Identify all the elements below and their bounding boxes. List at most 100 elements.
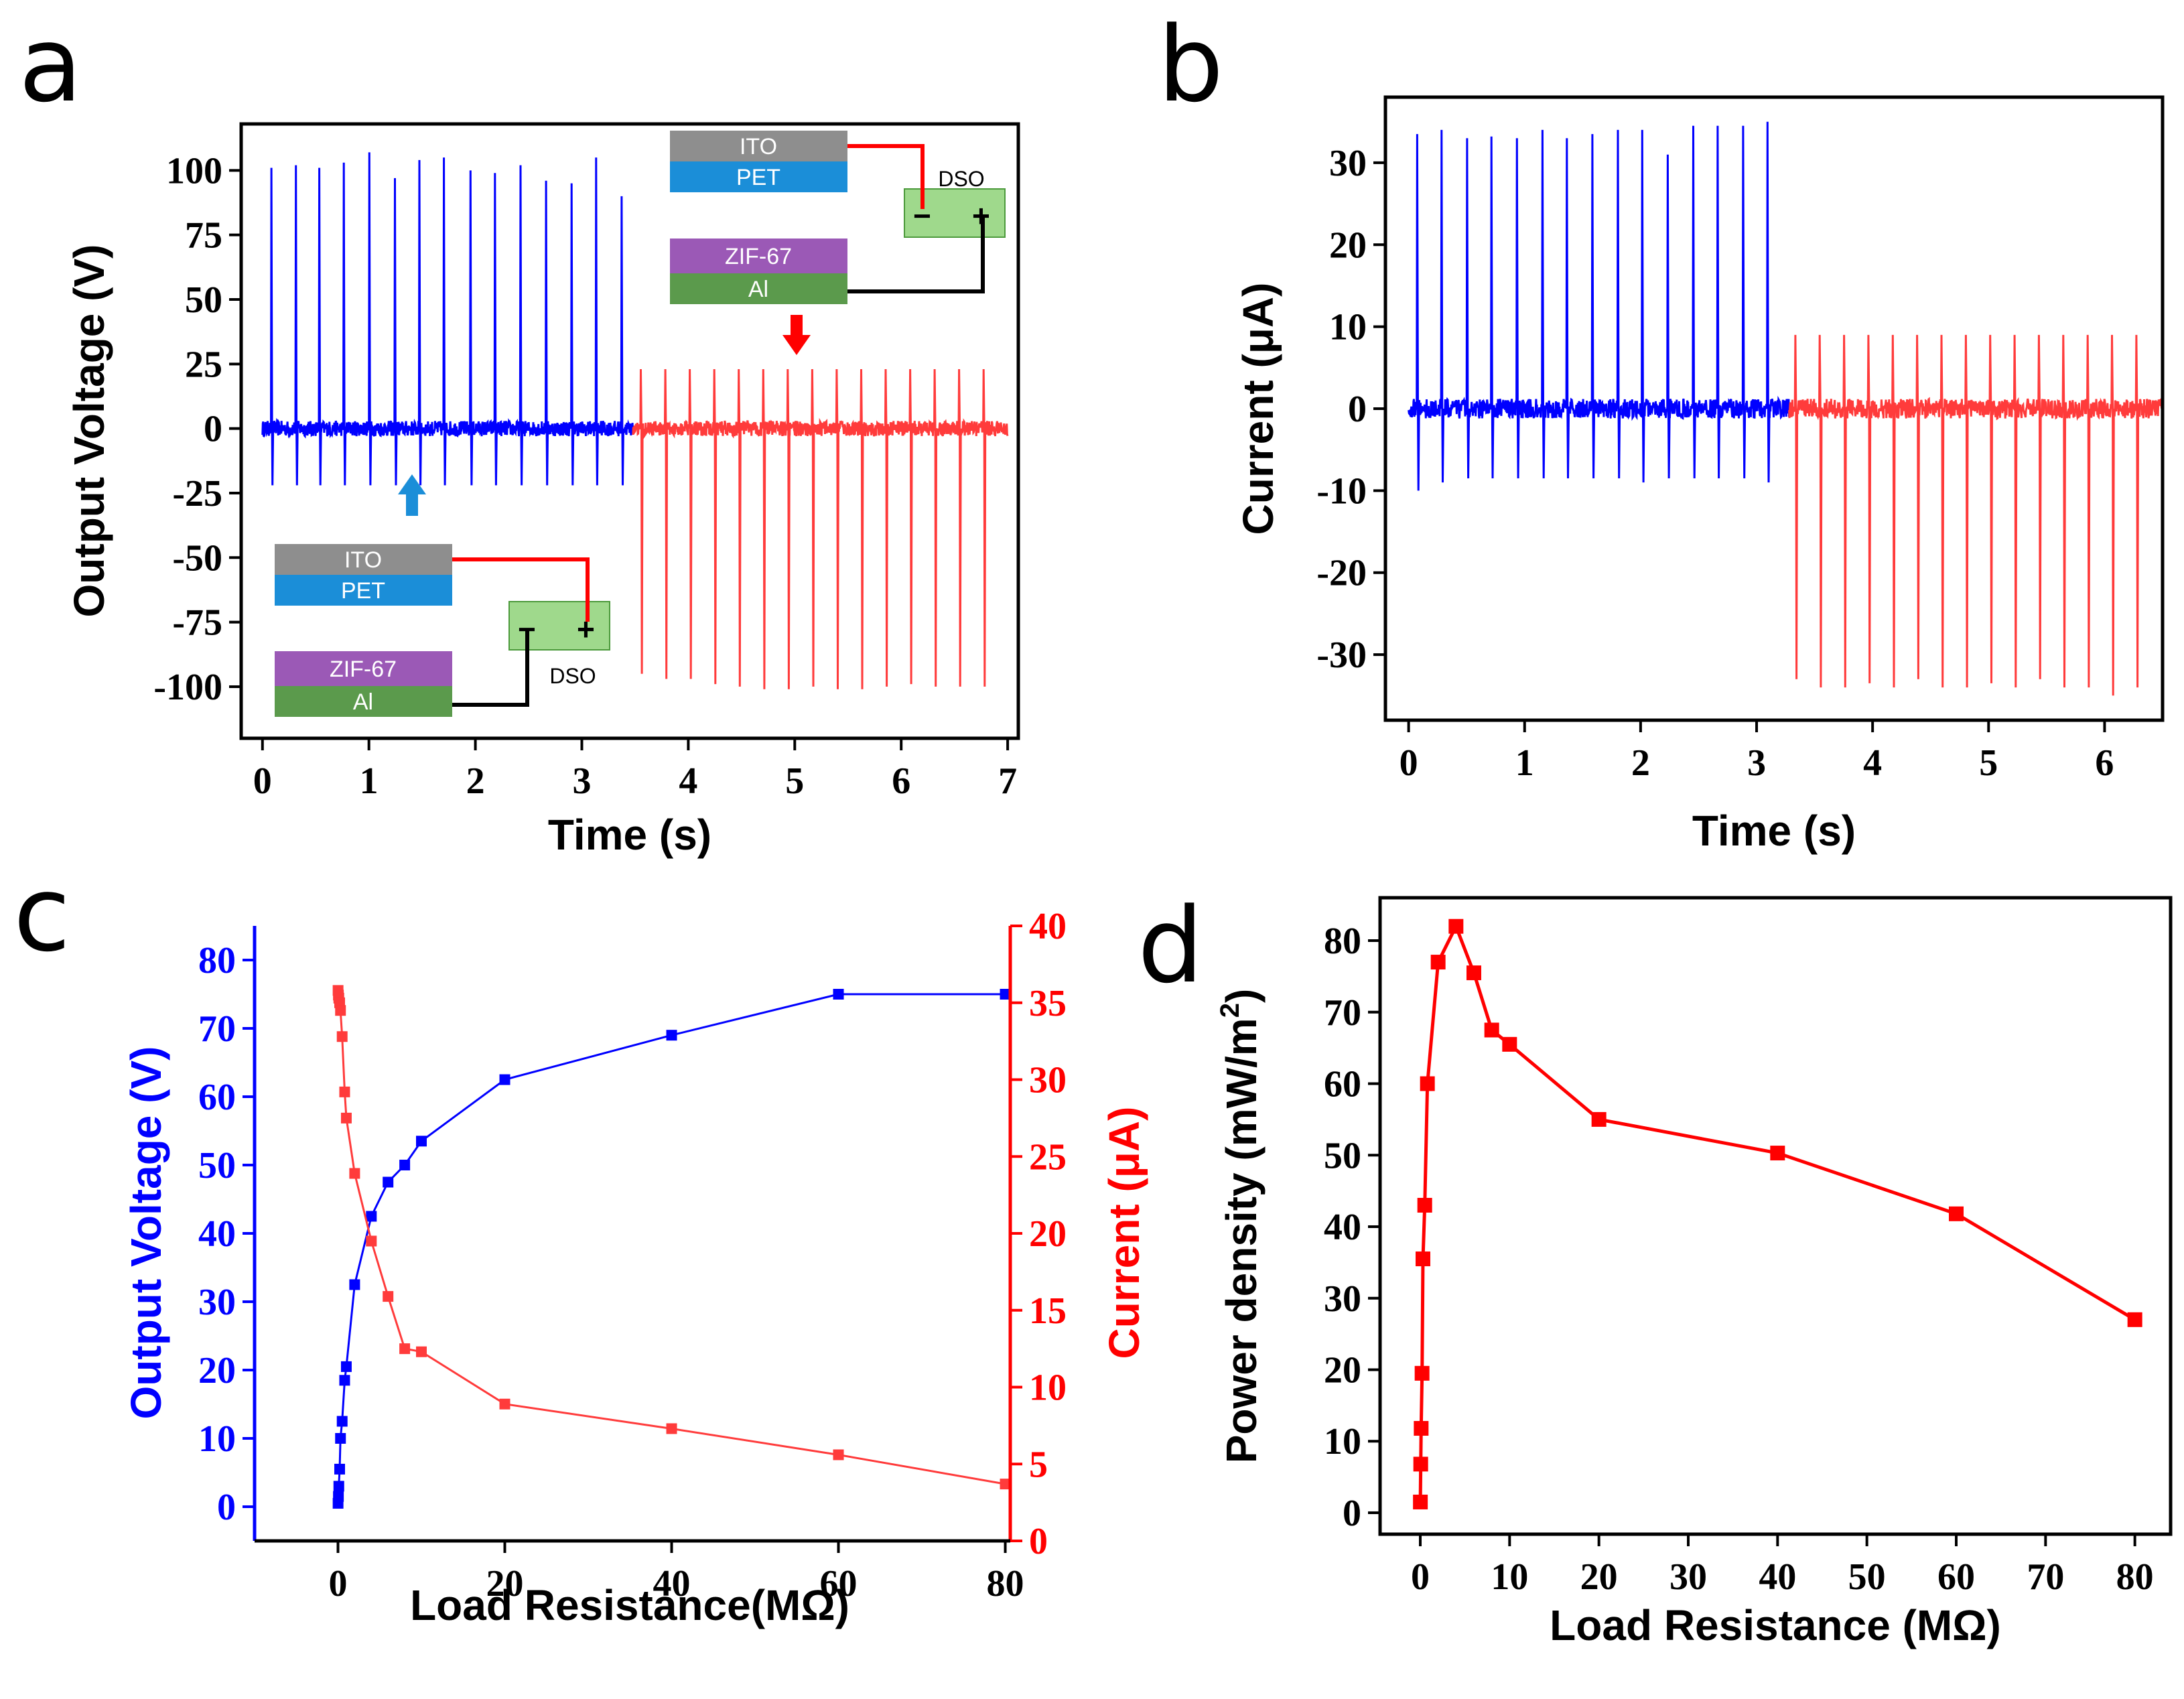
c-voltage-point [1000, 989, 1011, 1000]
inset-top-al-layer [670, 273, 847, 304]
panel-a-y-tick-label: -75 [172, 602, 222, 644]
down-arrow-icon [782, 315, 811, 355]
panel-c-left-y-tick-label: 20 [198, 1350, 236, 1391]
panel-b-y-tick-label: -20 [1316, 553, 1367, 594]
c-current-point [499, 1398, 510, 1410]
panel-c-x-tick-label: 20 [486, 1563, 524, 1605]
inset-bottom-ito-label: ITO [344, 547, 382, 573]
panel-d-y-label: Power density (mW/m2) [1215, 989, 1266, 1464]
panel-b-plot-area [1408, 121, 2164, 696]
inset-top-red-wire [847, 144, 925, 209]
d-power-point [1591, 1111, 1607, 1127]
panel-c-right-y-tick-label: 25 [1029, 1136, 1067, 1178]
panel-d-x-tick-label: 30 [1669, 1556, 1707, 1598]
panel-d-x-label: Load Resistance (MΩ) [1550, 1601, 2001, 1649]
c-voltage-point [333, 1491, 344, 1502]
panel-c-right-y-tick-label: 5 [1029, 1444, 1048, 1485]
panel-d: d 0 10 20 30 40 50 60 70 80 0 10 20 30 40 50 60 70 80 Lo… [1138, 885, 2173, 1649]
panel-b-x-label: Time (s) [1692, 807, 1856, 855]
d-power-point [1448, 919, 1464, 934]
inset-bottom-pet-layer [275, 575, 452, 606]
panel-a-y-tick-label: 50 [185, 279, 222, 321]
panel-c-x-axis: 0 20 40 60 80 [329, 1541, 1024, 1605]
panel-c-x-label: Load Resistance(MΩ) [410, 1581, 849, 1629]
panel-a-x-tick-label: 1 [360, 760, 379, 802]
c-voltage-point [333, 1481, 344, 1492]
panel-letter-b: b [1158, 4, 1223, 125]
panel-b-x-axis: 0 1 2 3 4 5 6 [1400, 720, 2114, 784]
d-power-point [1502, 1036, 1517, 1052]
panel-c-left-y-tick-label: 70 [198, 1008, 236, 1050]
panel-b-y-axis: -30 -20 -10 0 10 20 30 [1316, 143, 1385, 676]
panel-a-y-label: Output Voltage (V) [65, 245, 113, 618]
panel-c-right-y-tick-label: 35 [1029, 983, 1067, 1024]
d-power-point [1414, 1421, 1429, 1436]
panel-c-left-y-label: Output Voltage (V) [122, 1046, 170, 1420]
panel-a-y-axis: -100 -75 -50 -25 0 25 50 75 100 [153, 150, 241, 708]
panel-a-y-tick-label: 25 [185, 344, 222, 385]
d-power-point [1770, 1146, 1785, 1161]
panel-c-left-y-tick-label: 60 [198, 1077, 236, 1118]
inset-bottom-al-layer [275, 686, 452, 717]
c-current-point [336, 1031, 348, 1042]
panel-c-plot-area [332, 985, 1011, 1509]
panel-c-right-y-tick-label: 10 [1029, 1367, 1067, 1409]
d-power-point [1413, 1494, 1428, 1509]
panel-b-x-tick-label: 4 [1863, 742, 1882, 784]
panel-c-left-y-tick-label: 0 [217, 1487, 236, 1528]
panel-a-x-tick-label: 7 [998, 760, 1017, 802]
c-voltage-point [334, 1463, 345, 1475]
panel-c-x-tick-label: 60 [820, 1563, 858, 1605]
inset-bottom-red-wire [452, 557, 590, 622]
a-series-red-trace [632, 368, 1009, 689]
c-voltage-point [336, 1416, 348, 1427]
inset-bottom-zif-label: ZIF-67 [330, 657, 397, 682]
inset-bottom-zif-layer [275, 651, 452, 686]
panel-a-y-tick-label: 0 [204, 409, 222, 450]
inset-top-ito-layer [670, 131, 847, 161]
panel-d-x-tick-label: 10 [1491, 1556, 1528, 1598]
panel-b: b -30 -20 -10 0 10 20 30 0 1 2 3 4 5 6 Time (s) Curr… [1158, 4, 2165, 855]
c-current-point [366, 1235, 377, 1247]
panel-b-x-tick-label: 6 [2095, 742, 2114, 784]
panel-c-right-y-tick-label: 20 [1029, 1213, 1067, 1255]
d-power-point [1420, 1076, 1435, 1091]
c-voltage-point [833, 989, 844, 1000]
panel-d-y-tick-label: 80 [1324, 921, 1361, 962]
c-current-point [833, 1449, 844, 1460]
panel-a-y-tick-label: -50 [172, 537, 222, 579]
d-power-point [1414, 1365, 1430, 1381]
c-current-point [399, 1343, 411, 1355]
inset-bottom-ito-layer [275, 544, 452, 575]
d-power-point [1430, 955, 1446, 970]
c-current-point [383, 1291, 394, 1302]
panel-c-left-y-tick-label: 40 [198, 1213, 236, 1255]
inset-top-pet-layer [670, 161, 847, 192]
panel-b-y-tick-label: 10 [1329, 307, 1367, 348]
panel-a-x-tick-label: 2 [466, 760, 485, 802]
d-power-line [1418, 922, 2136, 1503]
c-voltage-point [666, 1030, 677, 1041]
c-current-line [337, 990, 1006, 1485]
panel-d-y-tick-label: 70 [1324, 992, 1361, 1034]
c-current-point [339, 1086, 350, 1097]
panel-b-y-tick-label: -30 [1316, 634, 1367, 676]
a-series-blue-trace [261, 152, 634, 486]
panel-d-y-label-main: Power density (mW/m [1217, 1018, 1266, 1463]
panel-b-y-tick-label: -10 [1316, 470, 1367, 512]
inset-top-black-wire [847, 216, 985, 293]
panel-d-y-tick-label: 0 [1343, 1493, 1361, 1534]
panel-b-x-tick-label: 2 [1631, 742, 1650, 784]
panel-d-x-axis: 0 10 20 30 40 50 60 70 80 [1411, 1534, 2154, 1598]
up-arrow-icon [398, 474, 426, 516]
panel-c-x-tick-label: 40 [653, 1563, 691, 1605]
panel-a-y-tick-label: -100 [153, 667, 222, 708]
panel-a: a -100 -75 -50 -25 0 25 50 75 100 0 1 2 3 4 5 6 7 Time … [19, 4, 1020, 859]
d-power-point [2127, 1312, 2142, 1327]
panel-a-x-tick-label: 6 [892, 760, 910, 802]
panel-d-plot-area [1413, 919, 2142, 1509]
c-current-point [349, 1168, 360, 1179]
panel-c-left-y-tick-label: 50 [198, 1145, 236, 1186]
panel-c-right-y-tick-label: 15 [1029, 1290, 1067, 1332]
